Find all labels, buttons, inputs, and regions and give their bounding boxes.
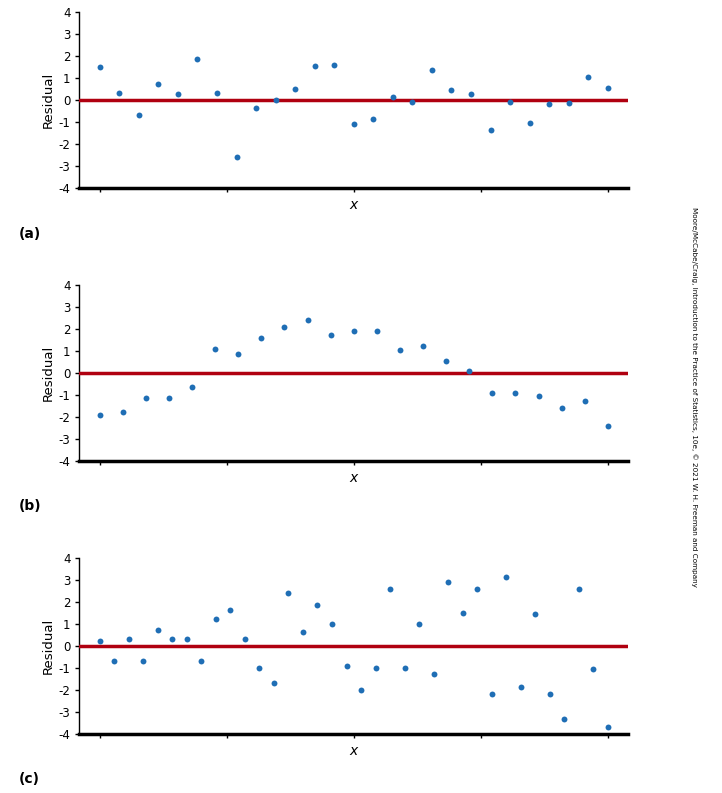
Point: [94, 60, 105, 73]
Point: [471, 583, 483, 596]
Point: [140, 392, 152, 404]
Point: [426, 64, 438, 77]
Point: [563, 97, 575, 109]
Point: [329, 59, 340, 71]
Point: [387, 90, 399, 103]
X-axis label: x: x: [349, 471, 358, 485]
Point: [464, 364, 475, 377]
Point: [443, 576, 454, 588]
Point: [326, 617, 338, 630]
Point: [117, 406, 129, 419]
X-axis label: x: x: [349, 744, 358, 758]
Point: [341, 660, 352, 672]
Point: [371, 324, 383, 337]
Text: (c): (c): [19, 772, 40, 786]
Point: [573, 583, 585, 596]
Point: [302, 313, 313, 326]
Point: [181, 633, 193, 646]
Point: [583, 71, 594, 83]
Point: [457, 606, 469, 619]
Point: [465, 88, 477, 101]
Point: [163, 392, 175, 404]
Point: [579, 395, 591, 408]
Text: Moore/McCabe/Craig, Introduction to the Practice of Statistics, 10e, © 2021 W. H: Moore/McCabe/Craig, Introduction to the …: [691, 206, 698, 587]
Point: [487, 386, 498, 399]
Text: (b): (b): [19, 500, 42, 513]
Point: [533, 389, 544, 402]
Point: [602, 721, 614, 734]
Point: [152, 624, 164, 637]
Point: [510, 386, 521, 399]
Point: [428, 668, 440, 680]
Point: [370, 661, 381, 674]
Point: [602, 82, 614, 94]
Point: [312, 599, 323, 611]
Point: [602, 419, 614, 432]
Point: [309, 59, 321, 72]
Point: [394, 343, 406, 356]
Point: [108, 654, 120, 667]
Point: [209, 342, 221, 354]
Point: [556, 401, 567, 414]
Point: [191, 53, 203, 66]
Point: [210, 613, 222, 626]
Point: [515, 681, 526, 694]
Point: [123, 633, 134, 646]
Point: [94, 408, 105, 421]
Point: [231, 151, 243, 163]
Point: [167, 633, 178, 646]
Point: [440, 354, 452, 367]
Y-axis label: Residual: Residual: [41, 72, 54, 128]
Point: [212, 87, 223, 100]
Point: [355, 684, 367, 696]
Point: [152, 79, 164, 91]
Point: [196, 654, 207, 667]
Point: [399, 661, 410, 674]
Point: [445, 83, 457, 96]
Point: [290, 82, 301, 95]
Point: [251, 102, 262, 114]
Point: [94, 634, 105, 647]
Point: [268, 676, 279, 689]
Point: [486, 688, 497, 700]
Point: [325, 329, 336, 342]
Point: [524, 117, 536, 129]
X-axis label: x: x: [349, 198, 358, 213]
Y-axis label: Residual: Residual: [41, 345, 54, 400]
Point: [225, 604, 236, 617]
Point: [172, 88, 183, 101]
Point: [279, 320, 290, 333]
Point: [529, 607, 541, 620]
Y-axis label: Residual: Residual: [41, 618, 54, 673]
Point: [417, 340, 429, 353]
Point: [113, 87, 125, 100]
Point: [413, 617, 425, 630]
Point: [239, 633, 251, 646]
Point: [256, 331, 267, 344]
Point: [484, 123, 496, 136]
Point: [348, 324, 360, 337]
Point: [559, 713, 570, 726]
Point: [588, 662, 599, 675]
Point: [186, 381, 198, 393]
Point: [544, 688, 555, 700]
Point: [406, 96, 418, 109]
Point: [137, 654, 149, 667]
Text: (a): (a): [19, 227, 41, 240]
Point: [544, 98, 555, 111]
Point: [348, 117, 360, 130]
Point: [505, 96, 516, 109]
Point: [283, 586, 295, 599]
Point: [253, 661, 265, 674]
Point: [133, 109, 144, 121]
Point: [270, 94, 282, 106]
Point: [384, 583, 396, 596]
Point: [232, 347, 244, 360]
Point: [367, 113, 379, 125]
Point: [500, 571, 512, 584]
Point: [297, 626, 309, 638]
